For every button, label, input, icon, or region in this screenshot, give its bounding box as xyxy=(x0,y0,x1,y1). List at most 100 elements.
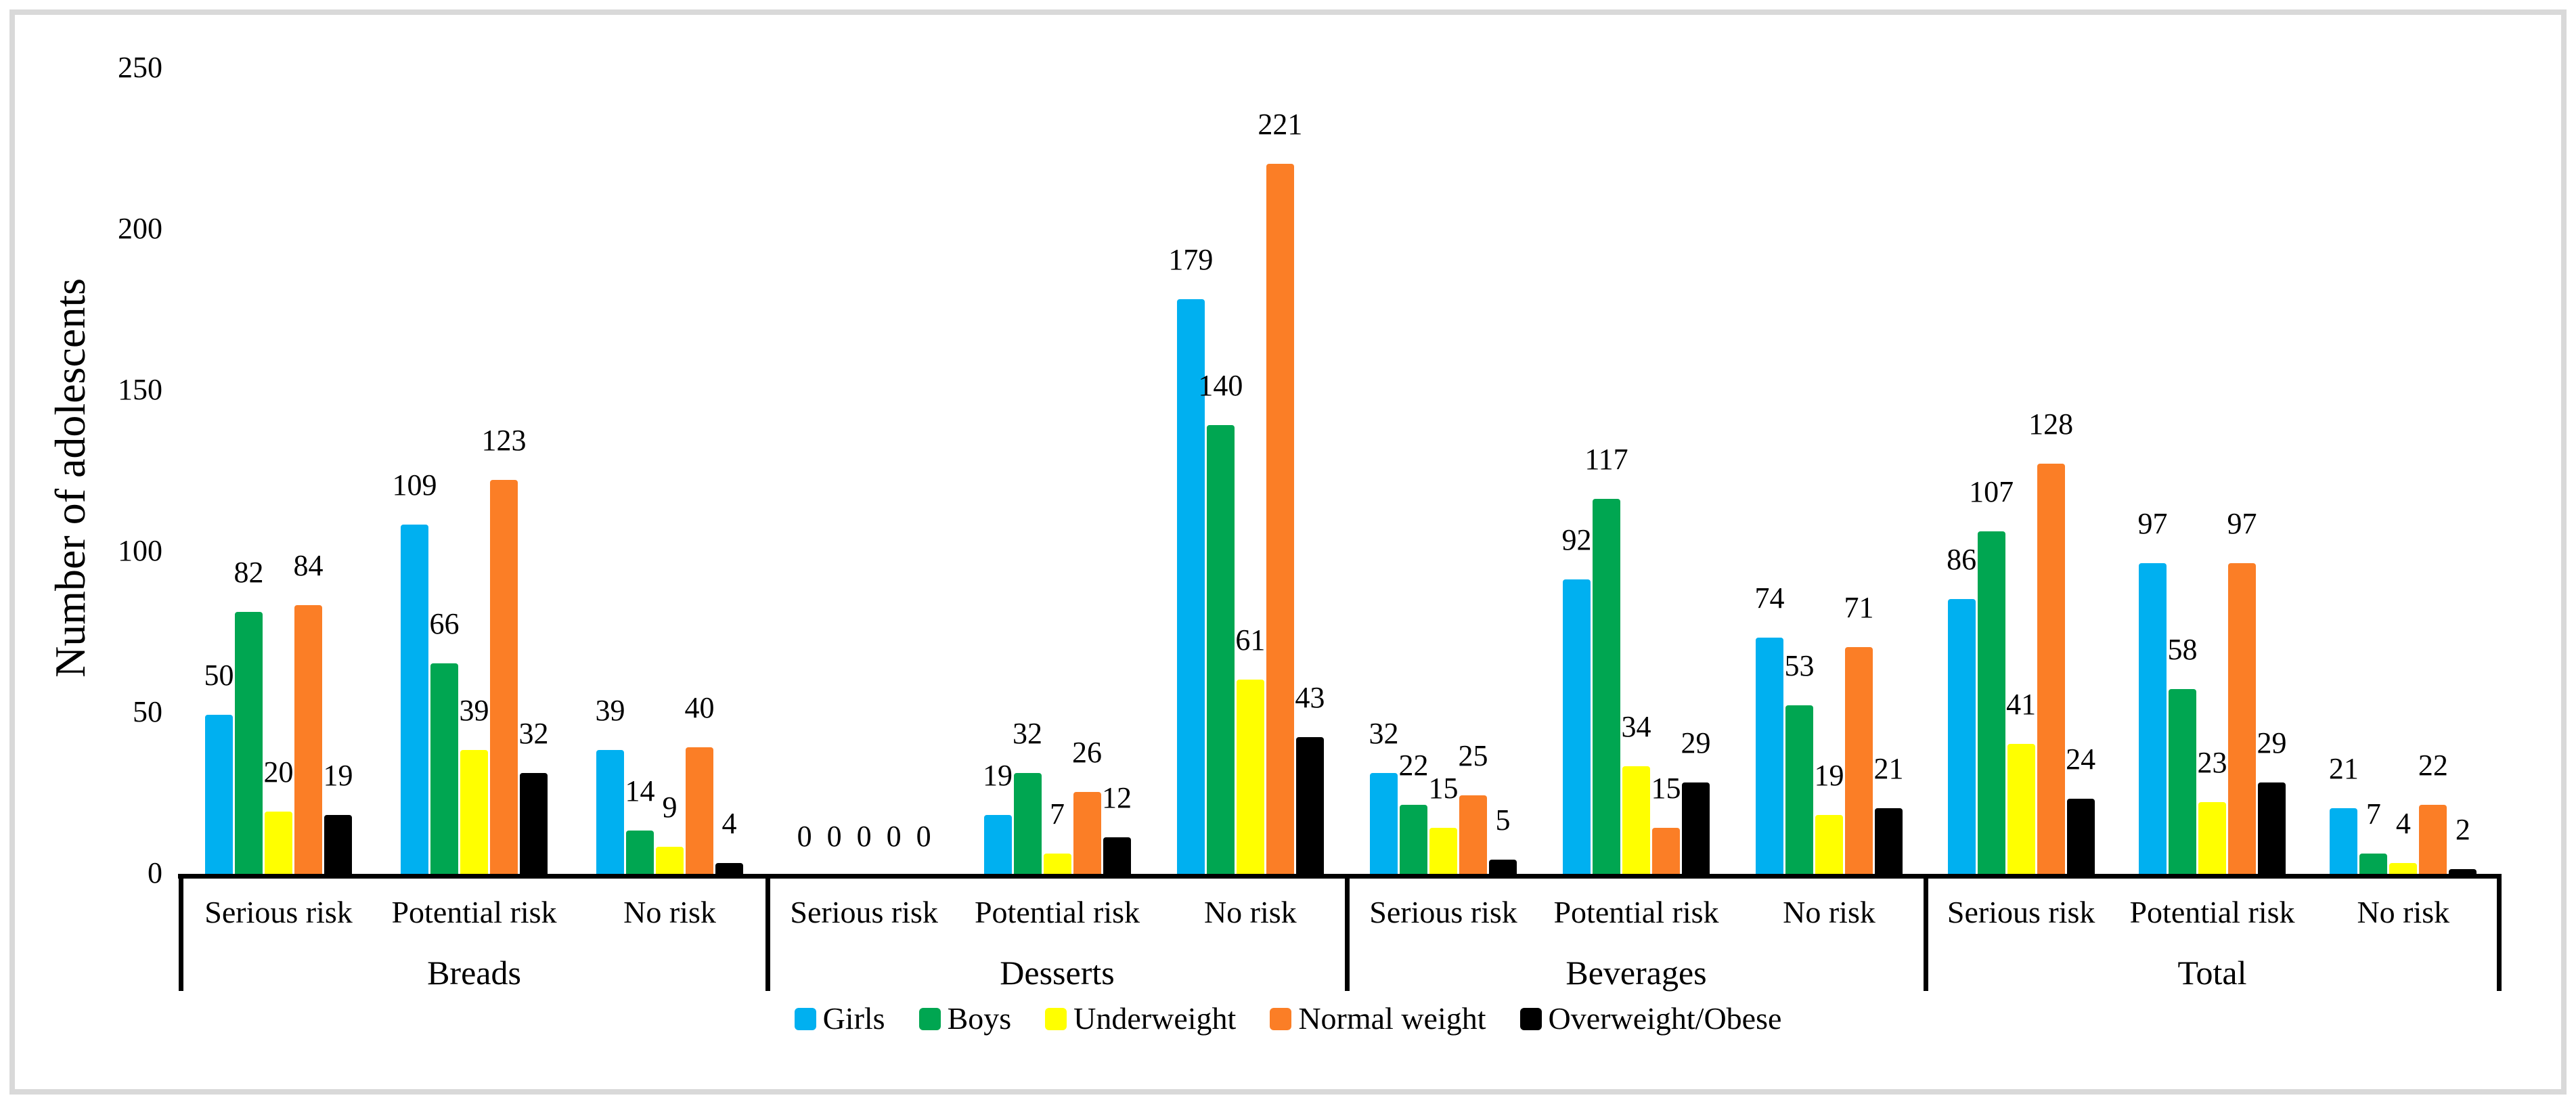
bar xyxy=(1845,647,1873,876)
legend-swatch-icon xyxy=(1045,1007,1067,1030)
bar xyxy=(1593,499,1620,876)
bar-value-label: 107 xyxy=(1969,474,2014,508)
y-tick-label: 50 xyxy=(133,695,162,728)
bar-value-label: 5 xyxy=(1495,803,1511,837)
bar-value-label: 29 xyxy=(1681,726,1711,759)
bar xyxy=(1266,164,1294,876)
y-tick-label: 150 xyxy=(118,373,162,406)
bar xyxy=(596,750,624,876)
bar-value-label: 109 xyxy=(392,468,437,502)
bar-value-label: 50 xyxy=(204,659,234,692)
bar-value-label: 22 xyxy=(1398,749,1429,782)
bar-value-label: 97 xyxy=(2227,507,2257,541)
bar-value-label: 22 xyxy=(2418,749,2448,782)
bar xyxy=(1236,679,1264,876)
group-separator xyxy=(179,874,183,991)
bar-value-label: 32 xyxy=(1013,716,1042,750)
bar-value-label: 40 xyxy=(684,690,715,724)
bar xyxy=(656,847,684,876)
bar xyxy=(1459,795,1487,876)
bar-value-label: 19 xyxy=(983,758,1013,792)
group-separator xyxy=(1345,874,1350,991)
bar-value-label: 66 xyxy=(429,606,460,640)
bar xyxy=(2066,798,2095,876)
legend: Girls Boys Underweight Normal weight Overwei… xyxy=(0,1002,2576,1035)
bar xyxy=(1429,827,1457,876)
bar-value-label: 29 xyxy=(2257,726,2287,759)
bar xyxy=(324,814,352,876)
bar xyxy=(2258,782,2286,876)
bar xyxy=(2330,808,2358,876)
y-tick-label: 100 xyxy=(118,534,162,567)
legend-label: Boys xyxy=(947,1001,1012,1036)
bar xyxy=(1370,772,1398,876)
bar-value-label: 21 xyxy=(1873,752,1904,786)
bar-value-label: 123 xyxy=(481,423,527,457)
bar-value-label: 34 xyxy=(1621,710,1651,744)
bar xyxy=(1785,705,1813,876)
category-label: No risk xyxy=(2357,895,2450,929)
bar xyxy=(401,525,428,876)
bar-value-label: 32 xyxy=(518,716,549,750)
bar-value-label: 14 xyxy=(625,774,655,808)
bar-value-label: 0 xyxy=(797,820,812,853)
bar xyxy=(1176,299,1205,876)
legend-swatch-icon xyxy=(1519,1007,1542,1030)
group-separator xyxy=(2497,874,2502,991)
x-axis-line xyxy=(178,874,2502,879)
bar-value-label: 128 xyxy=(2028,407,2074,441)
legend-item: Underweight xyxy=(1045,1002,1236,1035)
bar xyxy=(2037,463,2065,876)
bar xyxy=(1682,782,1710,876)
bar-value-label: 32 xyxy=(1369,716,1399,750)
bar xyxy=(490,479,518,876)
category-label: No risk xyxy=(1203,895,1297,929)
legend-label: Normal weight xyxy=(1298,1001,1486,1036)
bar xyxy=(2359,853,2388,876)
bar-value-label: 24 xyxy=(2066,742,2096,776)
category-label: Potential risk xyxy=(391,895,557,929)
bar-value-label: 4 xyxy=(2395,806,2411,840)
bar xyxy=(265,811,292,876)
bar-value-label: 39 xyxy=(595,694,625,728)
bar xyxy=(1206,424,1235,876)
bar xyxy=(294,605,322,876)
legend-item: Boys xyxy=(918,1001,1012,1036)
bar-value-label: 19 xyxy=(323,758,353,792)
bar xyxy=(520,772,548,876)
bar-value-label: 140 xyxy=(1198,368,1243,402)
bar-value-label: 221 xyxy=(1258,108,1303,141)
legend-item: Normal weight xyxy=(1270,1002,1486,1035)
bar-value-label: 23 xyxy=(2197,745,2227,779)
bar-value-label: 74 xyxy=(1754,581,1785,615)
bar xyxy=(1073,792,1101,876)
bar-value-label: 41 xyxy=(2006,687,2037,721)
bar-value-label: 117 xyxy=(1584,443,1628,477)
bar xyxy=(1489,860,1517,876)
bar-value-label: 39 xyxy=(459,694,489,728)
legend-item: Overweight/Obese xyxy=(1519,1002,1781,1035)
bar-value-label: 179 xyxy=(1168,242,1214,276)
bar-value-label: 9 xyxy=(662,791,678,824)
bar-value-label: 0 xyxy=(886,820,902,853)
bar xyxy=(1815,814,1843,876)
bar xyxy=(235,611,263,876)
bar xyxy=(1947,598,1976,876)
group-separator xyxy=(765,874,770,991)
bar-value-label: 25 xyxy=(1458,739,1488,772)
bar-value-label: 71 xyxy=(1844,591,1874,625)
y-tick-label: 250 xyxy=(118,51,162,84)
bar xyxy=(2007,743,2035,876)
bar-value-label: 19 xyxy=(1814,758,1844,792)
bar xyxy=(2198,801,2226,876)
bar-value-label: 86 xyxy=(1947,542,1977,576)
bar-value-label: 7 xyxy=(1050,797,1065,831)
category-label: No risk xyxy=(1783,895,1875,929)
bar-value-label: 20 xyxy=(263,755,294,789)
bar-value-label: 43 xyxy=(1295,681,1325,715)
category-label: Serious risk xyxy=(790,895,938,929)
bar-value-label: 84 xyxy=(293,549,324,583)
bar xyxy=(1875,808,1903,876)
legend-swatch-icon xyxy=(918,1007,941,1030)
bar xyxy=(1652,827,1680,876)
